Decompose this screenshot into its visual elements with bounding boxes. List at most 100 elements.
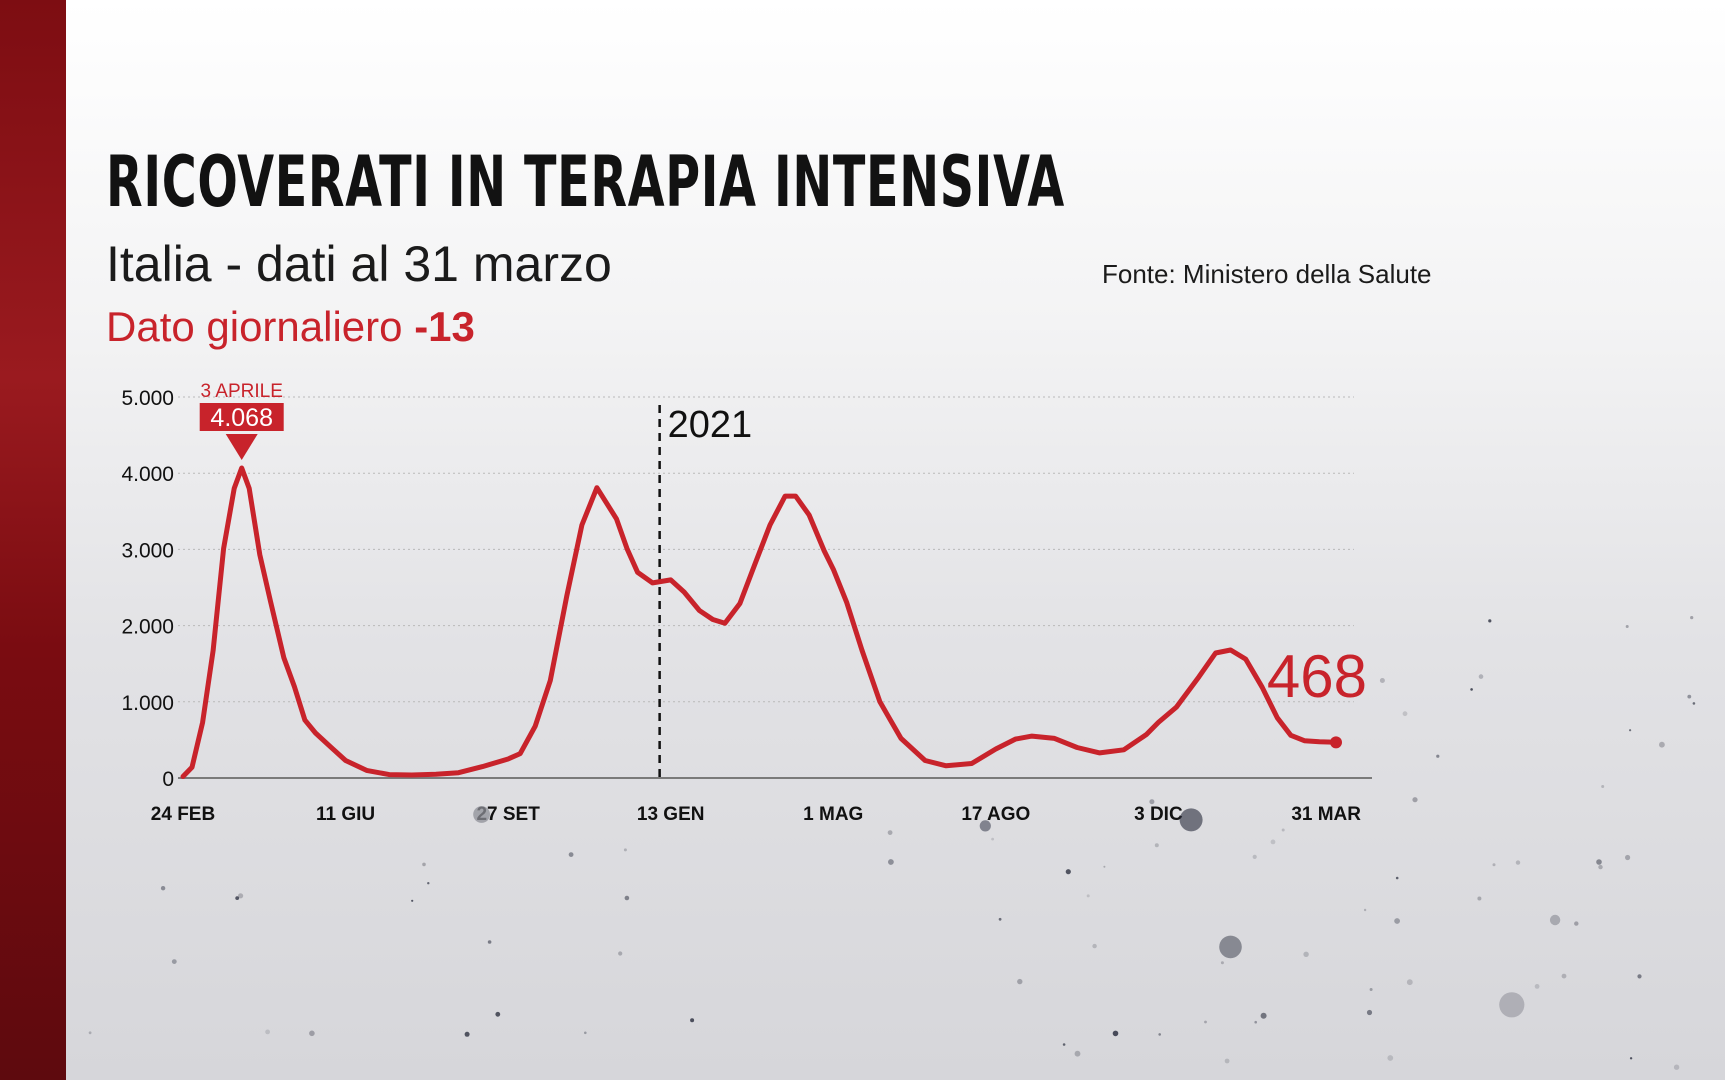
decorative-dot bbox=[1625, 625, 1629, 628]
decorative-dot bbox=[1252, 854, 1257, 860]
decorative-dot bbox=[1477, 896, 1482, 901]
decorative-dot bbox=[1303, 951, 1309, 957]
data-source: Fonte: Ministero della Salute bbox=[1102, 259, 1432, 289]
x-tick-label: 31 MAR bbox=[1291, 804, 1361, 825]
decorative-dot bbox=[1534, 984, 1540, 989]
x-tick-label: 1 MAG bbox=[803, 804, 863, 825]
y-tick-label: 4.000 bbox=[121, 463, 174, 486]
decorative-dot bbox=[623, 848, 627, 852]
decorative-dot bbox=[991, 837, 994, 841]
decorative-dot bbox=[618, 951, 623, 956]
decorative-dot bbox=[1158, 1033, 1161, 1036]
side-accent-bar bbox=[0, 0, 66, 1080]
decorative-dot bbox=[1254, 1020, 1257, 1024]
decorative-dot bbox=[1574, 921, 1579, 926]
decorative-dot bbox=[1154, 843, 1159, 848]
daily-change-label: Dato giornaliero bbox=[106, 303, 403, 350]
decorative-dot bbox=[1673, 1064, 1680, 1070]
decorative-dot bbox=[427, 882, 430, 885]
y-tick-label: 0 bbox=[162, 768, 174, 791]
decorative-dot bbox=[1112, 1030, 1119, 1037]
decorative-dot bbox=[1394, 918, 1400, 924]
y-tick-label: 2.000 bbox=[121, 616, 174, 639]
decorative-dot bbox=[1478, 674, 1484, 679]
x-tick-label: 13 GEN bbox=[637, 804, 705, 825]
peak-date-label: 3 APRILE bbox=[201, 381, 283, 402]
end-point-marker bbox=[1330, 736, 1342, 749]
decorative-dot bbox=[1629, 729, 1632, 732]
peak-value-box bbox=[199, 403, 284, 431]
decorative-dot bbox=[160, 886, 166, 891]
decorative-dot bbox=[1062, 1043, 1066, 1046]
decorative-dot bbox=[1598, 864, 1603, 870]
decorative-dot bbox=[1086, 894, 1090, 898]
decorative-dot bbox=[584, 1031, 587, 1035]
decorative-dot bbox=[1395, 876, 1399, 880]
decorative-dot bbox=[1629, 1057, 1633, 1060]
y-tick-label: 1.000 bbox=[121, 692, 174, 715]
decorative-dot bbox=[1369, 988, 1373, 991]
decorative-dot bbox=[1470, 688, 1473, 691]
decorative-dot bbox=[1363, 908, 1367, 912]
decorative-dot bbox=[1281, 828, 1285, 832]
decorative-dot bbox=[1690, 616, 1694, 620]
peak-value-label: 4.068 bbox=[210, 404, 273, 432]
decorative-dot bbox=[235, 896, 240, 900]
decorative-dot bbox=[1179, 808, 1203, 832]
decorative-dot bbox=[1601, 785, 1605, 788]
decorative-dot bbox=[1366, 1009, 1373, 1016]
decorative-dot bbox=[1412, 797, 1418, 803]
y-tick-label: 5.000 bbox=[121, 387, 174, 410]
decorative-dot bbox=[979, 820, 991, 832]
decorative-dot bbox=[1219, 935, 1242, 959]
decorative-dot bbox=[411, 899, 414, 902]
decorative-dot bbox=[1402, 711, 1408, 717]
peak-marker-arrow bbox=[225, 434, 258, 460]
decorative-dot bbox=[888, 859, 894, 865]
decorative-dot bbox=[1065, 869, 1071, 875]
decorative-dot bbox=[1549, 914, 1561, 926]
decorative-dot bbox=[1499, 992, 1525, 1018]
decorative-dot bbox=[88, 1031, 92, 1035]
decorative-dot bbox=[1017, 978, 1023, 985]
decorative-dot bbox=[1692, 702, 1696, 705]
decorative-dot bbox=[1379, 678, 1385, 683]
decorative-dot bbox=[1488, 619, 1492, 623]
decorative-dot bbox=[1596, 859, 1602, 865]
daily-change: Dato giornaliero -13 bbox=[106, 302, 475, 352]
decorative-dot bbox=[464, 1031, 470, 1037]
series-line bbox=[180, 465, 1339, 779]
decorative-dot bbox=[473, 806, 490, 823]
decorative-dot bbox=[1687, 694, 1692, 699]
x-tick-label: 3 DIC bbox=[1134, 804, 1183, 825]
decorative-dot bbox=[171, 959, 177, 964]
decorative-dot bbox=[1103, 865, 1106, 868]
decorative-dot bbox=[1092, 943, 1097, 949]
decorative-dot bbox=[495, 1011, 501, 1017]
x-tick-label: 17 AGO bbox=[961, 804, 1030, 825]
decorative-dot bbox=[487, 940, 492, 944]
decorative-dot bbox=[1387, 1055, 1394, 1061]
x-tick-label: 24 FEB bbox=[151, 804, 215, 825]
decorative-dot bbox=[1074, 1050, 1081, 1057]
daily-change-value: -13 bbox=[414, 303, 475, 350]
decorative-dot bbox=[422, 862, 426, 867]
decorative-dot bbox=[1561, 973, 1567, 979]
decorative-dot bbox=[1436, 754, 1440, 758]
decorative-dot bbox=[265, 1029, 270, 1035]
decorative-dot bbox=[1659, 741, 1665, 748]
decorative-dot bbox=[1220, 961, 1224, 965]
decorative-dot bbox=[998, 917, 1002, 921]
decorative-dot bbox=[1260, 1012, 1267, 1019]
x-tick-label: 27 SET bbox=[476, 804, 540, 825]
y-tick-label: 3.000 bbox=[121, 539, 174, 562]
chart-title: RICOVERATI IN TERAPIA INTENSIVA bbox=[106, 141, 1065, 223]
end-value-label: 468 bbox=[1267, 643, 1367, 710]
decorative-dot bbox=[1637, 974, 1642, 979]
decorative-dot bbox=[1270, 839, 1276, 845]
decorative-dot bbox=[1204, 1020, 1207, 1024]
decorative-dot bbox=[568, 852, 574, 857]
decorative-dot bbox=[1625, 854, 1631, 861]
decorative-dot bbox=[690, 1018, 695, 1023]
